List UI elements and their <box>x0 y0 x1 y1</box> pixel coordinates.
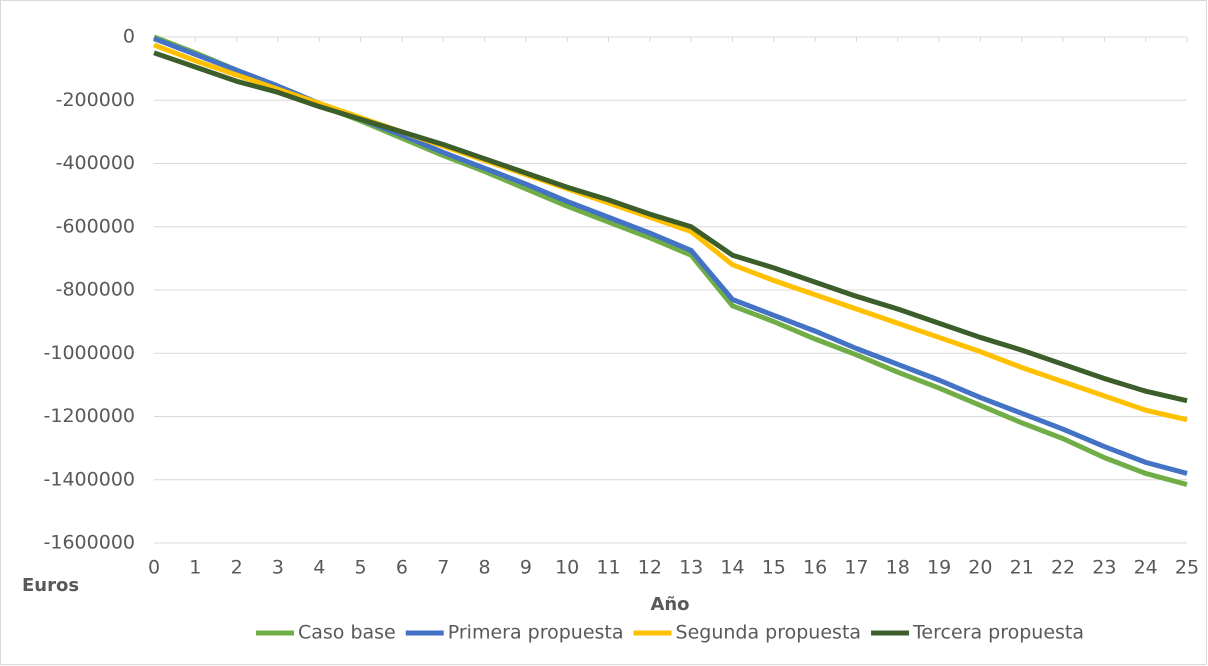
y-tick-label: -1600000 <box>44 532 135 554</box>
legend-label: Tercera propuesta <box>912 622 1084 644</box>
x-tick-label: 4 <box>313 557 325 579</box>
x-tick-label: 16 <box>803 557 827 579</box>
x-tick-label: 6 <box>396 557 408 579</box>
x-tick-label: 19 <box>927 557 951 579</box>
y-tick-label: 0 <box>123 26 135 48</box>
legend-label: Segunda propuesta <box>676 622 862 644</box>
x-tick-label: 25 <box>1175 557 1199 579</box>
legend-label: Primera propuesta <box>448 622 624 644</box>
x-tick-label: 22 <box>1051 557 1075 579</box>
y-tick-label: -200000 <box>56 89 135 111</box>
x-tick-label: 7 <box>437 557 449 579</box>
x-tick-label: 13 <box>679 557 703 579</box>
y-tick-label: -1200000 <box>44 405 135 427</box>
x-tick-label: 0 <box>148 557 160 579</box>
x-tick-label: 18 <box>886 557 910 579</box>
x-tick-label: 3 <box>272 557 284 579</box>
y-tick-label: -800000 <box>56 279 135 301</box>
x-tick-label: 21 <box>1010 557 1034 579</box>
x-tick-label: 10 <box>555 557 579 579</box>
y-axis-title: Euros <box>22 575 79 596</box>
x-tick-label: 23 <box>1092 557 1116 579</box>
x-axis-title: Año <box>650 594 689 615</box>
y-tick-label: -1400000 <box>44 468 135 490</box>
x-tick-label: 5 <box>355 557 367 579</box>
x-tick-label: 8 <box>479 557 491 579</box>
x-tick-label: 9 <box>520 557 532 579</box>
series-line <box>153 42 1188 423</box>
x-tick-label: 1 <box>189 557 201 579</box>
x-tick-label: 2 <box>231 557 243 579</box>
legend-label: Caso base <box>298 622 396 644</box>
x-tick-label: 15 <box>762 557 786 579</box>
x-tick-label: 20 <box>968 557 992 579</box>
x-tick-label: 12 <box>638 557 662 579</box>
x-tick-label: 14 <box>720 557 744 579</box>
y-tick-label: -400000 <box>56 152 135 174</box>
x-tick-label: 11 <box>596 557 620 579</box>
y-tick-label: -600000 <box>56 215 135 237</box>
x-tick-label: 17 <box>844 557 868 579</box>
series-line <box>153 50 1188 404</box>
y-tick-label: -1000000 <box>44 342 135 364</box>
x-tick-label: 24 <box>1134 557 1158 579</box>
